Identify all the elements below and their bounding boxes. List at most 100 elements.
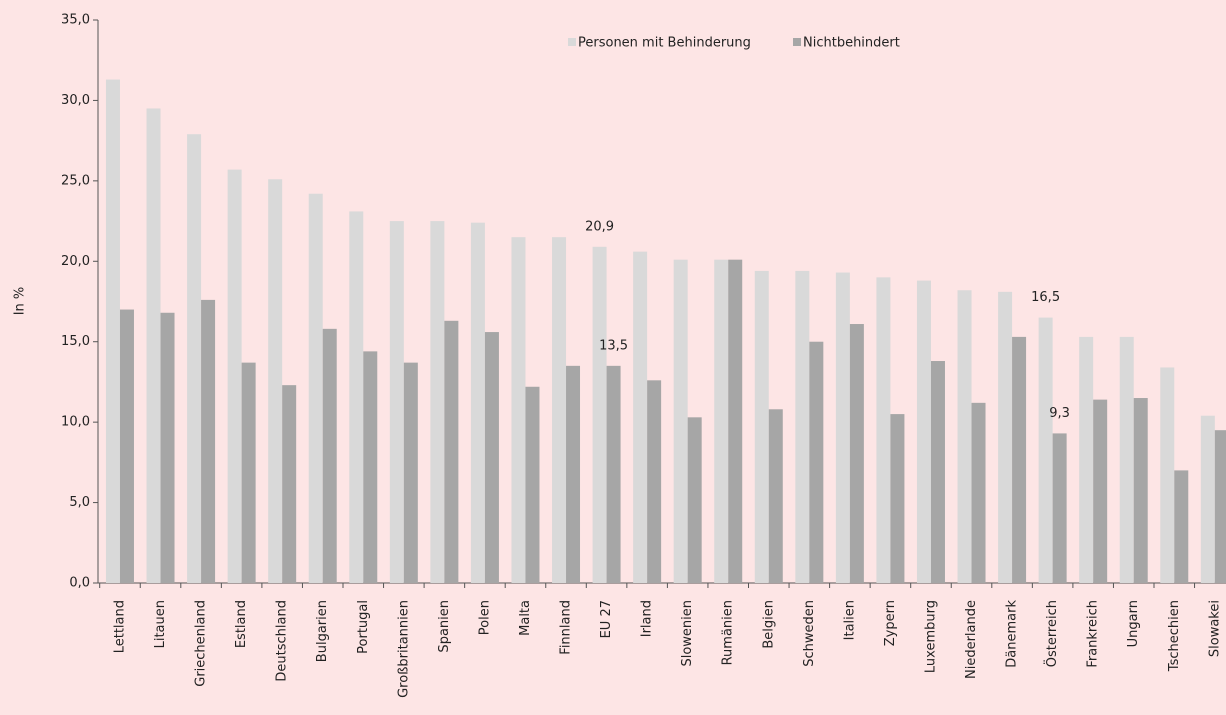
x-tick-label: Dänemark [1005,600,1020,668]
x-tick-label: Bulgarien [315,600,330,662]
bar [105,79,120,583]
bar [1200,415,1215,583]
x-tick-label: Polen [477,600,492,635]
legend-label: Personen mit Behinderung [578,36,751,51]
x-tick-label: Niederlande [964,600,979,679]
bar [930,361,945,583]
x-tick-label: Frankreich [1086,600,1101,668]
y-tick-label: 35,0 [61,13,90,28]
legend-swatch [793,38,801,46]
x-tick-label: Malta [518,600,533,636]
x-tick-label: Finnland [559,600,574,655]
bar [444,320,459,583]
bar [268,179,283,583]
bar [795,270,810,583]
x-tick-label: Irland [640,600,655,637]
legend-label: Nichtbehindert [803,36,900,51]
data-label: 9,3 [1049,406,1070,421]
bar [1160,367,1175,583]
bar [282,385,297,583]
bar [403,362,418,583]
bar [349,211,364,584]
bar [687,417,702,583]
bar [511,237,526,583]
bar [241,362,256,583]
data-label: 20,9 [585,219,614,234]
x-tick-label: Slowenien [680,600,695,667]
bar [1133,398,1148,583]
bar [201,299,216,583]
bar [146,108,161,583]
bar [890,414,905,583]
bar [916,280,931,583]
x-tick-label: EU 27 [599,600,614,638]
x-tick-label: Griechenland [194,600,209,687]
y-tick-label: 25,0 [61,173,90,188]
x-tick-label: Portugal [356,600,371,654]
bar [606,365,621,583]
legend-swatch [568,38,576,46]
bar [714,259,729,583]
bar [308,193,323,583]
bar [1052,433,1067,583]
x-tick-label: Ungarn [1126,600,1141,647]
bar [160,312,175,583]
bar [187,134,202,584]
bar [525,386,540,583]
y-tick-label: 15,0 [61,334,90,349]
bar [552,237,567,583]
bar [1214,430,1226,583]
bar [647,380,662,583]
y-tick-label: 0,0 [69,576,90,591]
y-tick-label: 20,0 [61,254,90,269]
bar [470,222,485,583]
bar [1093,399,1108,583]
x-tick-label: Rumänien [721,600,736,665]
x-tick-label: Belgien [761,600,776,649]
x-tick-label: Großbritannien [396,600,411,698]
bar [227,169,242,583]
bar [1079,336,1094,583]
bar [1012,336,1027,583]
x-tick-label: Estland [234,600,249,648]
bar [809,341,824,583]
bar [754,270,769,583]
data-label: 13,5 [599,338,628,353]
bar [592,246,607,583]
bar [1174,470,1189,583]
x-tick-label: Litauen [153,600,168,648]
bar [322,328,337,583]
x-tick-label: Schweden [802,600,817,667]
bar [998,291,1013,583]
bar [430,221,445,584]
x-tick-label: Österreich [1043,600,1060,667]
bar [1038,317,1053,583]
bar [728,259,743,583]
data-label: 16,5 [1031,290,1060,305]
bar [119,309,134,583]
bar [768,409,783,583]
x-tick-label: Luxemburg [923,600,938,673]
bar [363,351,378,583]
bar [1119,336,1134,583]
x-tick-label: Slowakei [1207,600,1222,657]
bar [849,324,864,583]
bar [673,259,688,583]
y-tick-label: 30,0 [61,93,90,108]
y-axis-label: In % [13,287,28,316]
x-tick-label: Spanien [437,600,452,653]
bar [389,221,404,584]
x-tick-label: Italien [842,600,857,640]
bar [957,290,972,583]
x-tick-label: Zypern [883,600,898,646]
bar [484,332,499,583]
x-tick-label: Tschechien [1167,600,1182,672]
x-tick-label: Lettland [112,600,127,653]
bar [876,277,891,583]
bar [835,272,850,583]
y-tick-label: 10,0 [61,415,90,430]
bar [633,251,648,584]
x-tick-label: Deutschland [275,600,290,682]
